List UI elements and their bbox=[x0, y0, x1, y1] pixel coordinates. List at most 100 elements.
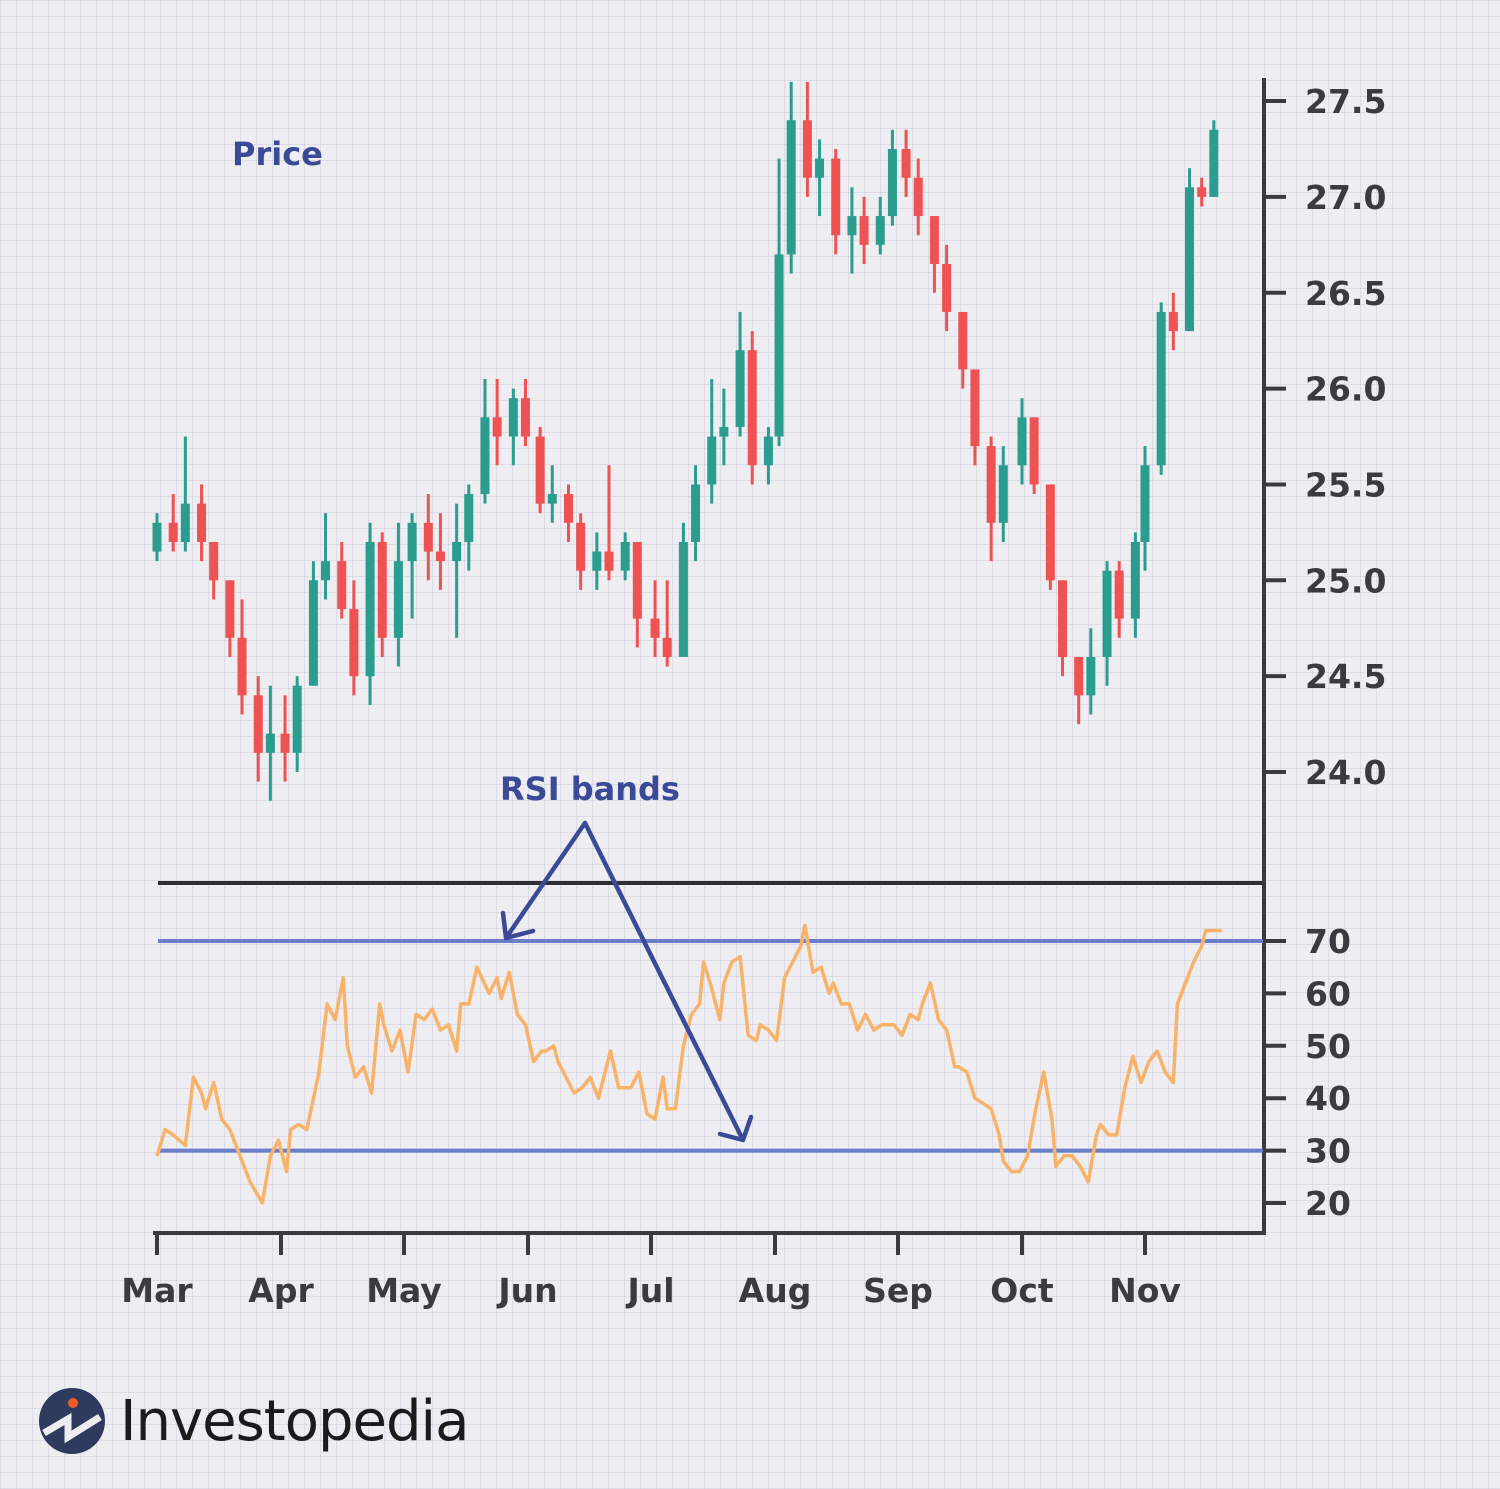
candle-body bbox=[786, 120, 796, 255]
price-tick-label: 25.0 bbox=[1305, 561, 1386, 600]
candle-body bbox=[1045, 484, 1055, 581]
candle-body bbox=[604, 551, 614, 571]
candle-body bbox=[321, 561, 331, 581]
candle-body bbox=[1140, 465, 1150, 542]
candle-body bbox=[280, 733, 290, 753]
candle-body bbox=[480, 417, 490, 495]
candle-body bbox=[859, 216, 869, 245]
price-tick-label: 26.0 bbox=[1305, 370, 1386, 409]
month-tick-label: Aug bbox=[739, 1271, 812, 1310]
candle-body bbox=[520, 398, 530, 437]
price-tick-label: 27.5 bbox=[1305, 82, 1386, 121]
price-tick-label: 24.5 bbox=[1305, 657, 1386, 696]
candle-body bbox=[929, 216, 939, 264]
month-tick-label: Mar bbox=[121, 1271, 193, 1310]
candle-body bbox=[1168, 311, 1178, 332]
price-annotation: Price bbox=[232, 135, 323, 173]
rsi-tick-label: 30 bbox=[1305, 1132, 1351, 1171]
candle-wick bbox=[183, 436, 187, 552]
price-tick-label: 25.5 bbox=[1305, 465, 1386, 504]
month-tick-label: Jun bbox=[496, 1271, 557, 1310]
candle-wick bbox=[818, 139, 822, 217]
arrow-to-lower-band-icon bbox=[582, 820, 754, 1143]
candle-body bbox=[1156, 311, 1166, 466]
candle-body bbox=[1029, 417, 1039, 485]
candle-body bbox=[632, 541, 642, 619]
candle-body bbox=[913, 177, 923, 217]
candle-body bbox=[253, 695, 263, 753]
candle-body bbox=[1102, 570, 1112, 657]
candle-body bbox=[365, 541, 375, 677]
month-tick-label: Jul bbox=[625, 1271, 674, 1310]
candle-body bbox=[168, 522, 178, 542]
rsi-tick-label: 20 bbox=[1305, 1184, 1351, 1223]
candle-wick bbox=[324, 513, 328, 600]
candle-body bbox=[547, 494, 557, 504]
candle-body bbox=[986, 446, 996, 523]
rsi-tick-label: 40 bbox=[1305, 1079, 1351, 1118]
candle-body bbox=[678, 541, 688, 657]
candle-body bbox=[847, 216, 857, 236]
candle-body bbox=[237, 637, 247, 696]
candle-body bbox=[1057, 580, 1067, 657]
rsi-tick-label: 50 bbox=[1305, 1027, 1351, 1066]
candle-body bbox=[152, 522, 162, 552]
candle-body bbox=[492, 417, 502, 437]
candle-wick bbox=[455, 503, 459, 638]
rsi-bands-annotation: RSI bands bbox=[500, 770, 680, 808]
candle-body bbox=[423, 522, 433, 552]
price-y-axis: 24.0 24.5 25.0 25.5 26.0 26.5 27.0 27.5 bbox=[1262, 78, 1386, 1233]
candle-wick bbox=[607, 465, 611, 581]
candle-body bbox=[292, 685, 302, 753]
candle-body bbox=[1074, 656, 1084, 696]
candle-body bbox=[209, 541, 219, 581]
candle-body bbox=[998, 465, 1008, 523]
rsi-annotation-arrows bbox=[500, 820, 754, 1143]
candle-body bbox=[691, 484, 701, 542]
candle-body bbox=[802, 120, 812, 178]
candle-body bbox=[650, 618, 660, 638]
candle-body bbox=[1209, 129, 1219, 197]
price-tick-label: 24.0 bbox=[1305, 753, 1386, 792]
candle-body bbox=[887, 148, 897, 217]
candle-body bbox=[1086, 656, 1096, 696]
candle-wick bbox=[550, 465, 554, 523]
candle-body bbox=[774, 254, 784, 437]
candle-body bbox=[815, 158, 825, 178]
price-tick-label: 27.0 bbox=[1305, 178, 1386, 217]
candle-body bbox=[942, 263, 952, 312]
candle-body bbox=[1114, 570, 1124, 619]
candle-body bbox=[747, 350, 757, 466]
candle-body bbox=[435, 551, 445, 562]
candle-body bbox=[875, 216, 885, 245]
candle-body bbox=[576, 522, 586, 571]
candle-body bbox=[180, 503, 190, 542]
month-tick-label: Nov bbox=[1109, 1271, 1181, 1310]
candle-wick bbox=[665, 580, 669, 667]
rsi-line bbox=[155, 923, 1222, 1205]
candle-body bbox=[662, 637, 672, 657]
rsi-tick-label: 70 bbox=[1305, 922, 1351, 961]
candle-body bbox=[1185, 187, 1195, 332]
month-x-axis: Mar Apr May Jun Jul Aug Sep Oct Nov bbox=[121, 1231, 1266, 1310]
candle-body bbox=[407, 522, 417, 562]
candle-wick bbox=[410, 513, 414, 619]
candle-body bbox=[393, 561, 403, 638]
candle-body bbox=[377, 541, 387, 638]
candle-body bbox=[707, 436, 717, 485]
investopedia-wordmark: Investopedia bbox=[120, 1388, 469, 1454]
rsi-tick-label: 60 bbox=[1305, 974, 1351, 1013]
candle-body bbox=[901, 148, 911, 178]
candle-body bbox=[535, 436, 545, 504]
candle-body bbox=[763, 436, 773, 466]
candle-body bbox=[508, 398, 518, 437]
candle-body bbox=[620, 541, 630, 571]
candle-body bbox=[1017, 417, 1027, 466]
investopedia-logo-icon bbox=[39, 1388, 105, 1454]
candle-body bbox=[464, 494, 474, 542]
candle-body bbox=[349, 609, 359, 677]
candle-body bbox=[308, 580, 318, 686]
candle-body bbox=[831, 158, 841, 236]
candle-body bbox=[197, 503, 207, 542]
